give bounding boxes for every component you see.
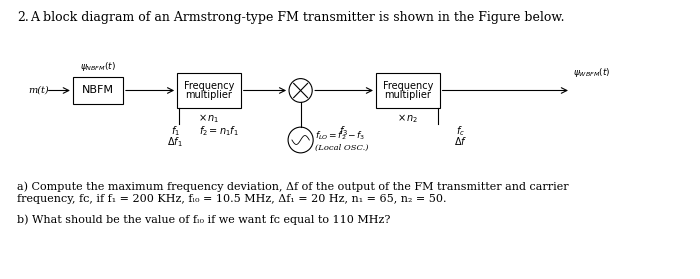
FancyBboxPatch shape [177,73,241,108]
Text: b) What should be the value of fₗ₀ if we want fᴄ equal to 110 MHz?: b) What should be the value of fₗ₀ if we… [17,214,390,225]
Text: $\times\,n_2$: $\times\,n_2$ [397,112,419,125]
FancyBboxPatch shape [73,77,123,104]
Text: $f_{LO} = f_2 - f_3$: $f_{LO} = f_2 - f_3$ [315,130,365,142]
Text: A block diagram of an Armstrong-type FM transmitter is shown in the Figure below: A block diagram of an Armstrong-type FM … [30,11,565,24]
Text: Frequency: Frequency [183,81,234,91]
Text: $f_2 = n_1 f_1$: $f_2 = n_1 f_1$ [199,124,239,138]
Text: Frequency: Frequency [383,81,433,91]
Text: $\psi_{NBFM}(t)$: $\psi_{NBFM}(t)$ [80,60,116,73]
Text: frequency, fᴄ, if f₁ = 200 KHz, fₗ₀ = 10.5 MHz, Δf₁ = 20 Hz, n₁ = 65, n₂ = 50.: frequency, fᴄ, if f₁ = 200 KHz, fₗ₀ = 10… [17,194,447,205]
Text: m(t): m(t) [29,86,49,95]
Text: multiplier: multiplier [186,90,232,100]
Text: $\times\,n_1$: $\times\,n_1$ [198,112,220,125]
Text: NBFM: NBFM [82,85,114,95]
Text: $f_c$: $f_c$ [456,124,466,138]
Text: $\Delta f$: $\Delta f$ [454,135,468,147]
Text: $\psi_{WBFM}(t)$: $\psi_{WBFM}(t)$ [573,66,610,79]
Text: $f_3$: $f_3$ [340,124,349,138]
Text: multiplier: multiplier [384,90,431,100]
Text: (Local OSC.): (Local OSC.) [315,144,369,152]
Text: a) Compute the maximum frequency deviation, Δf of the output of the FM transmitt: a) Compute the maximum frequency deviati… [17,182,568,192]
FancyBboxPatch shape [376,73,440,108]
Text: $\Delta f_1$: $\Delta f_1$ [167,135,183,149]
Text: 2.: 2. [17,11,29,24]
Text: $f_1$: $f_1$ [171,124,180,138]
